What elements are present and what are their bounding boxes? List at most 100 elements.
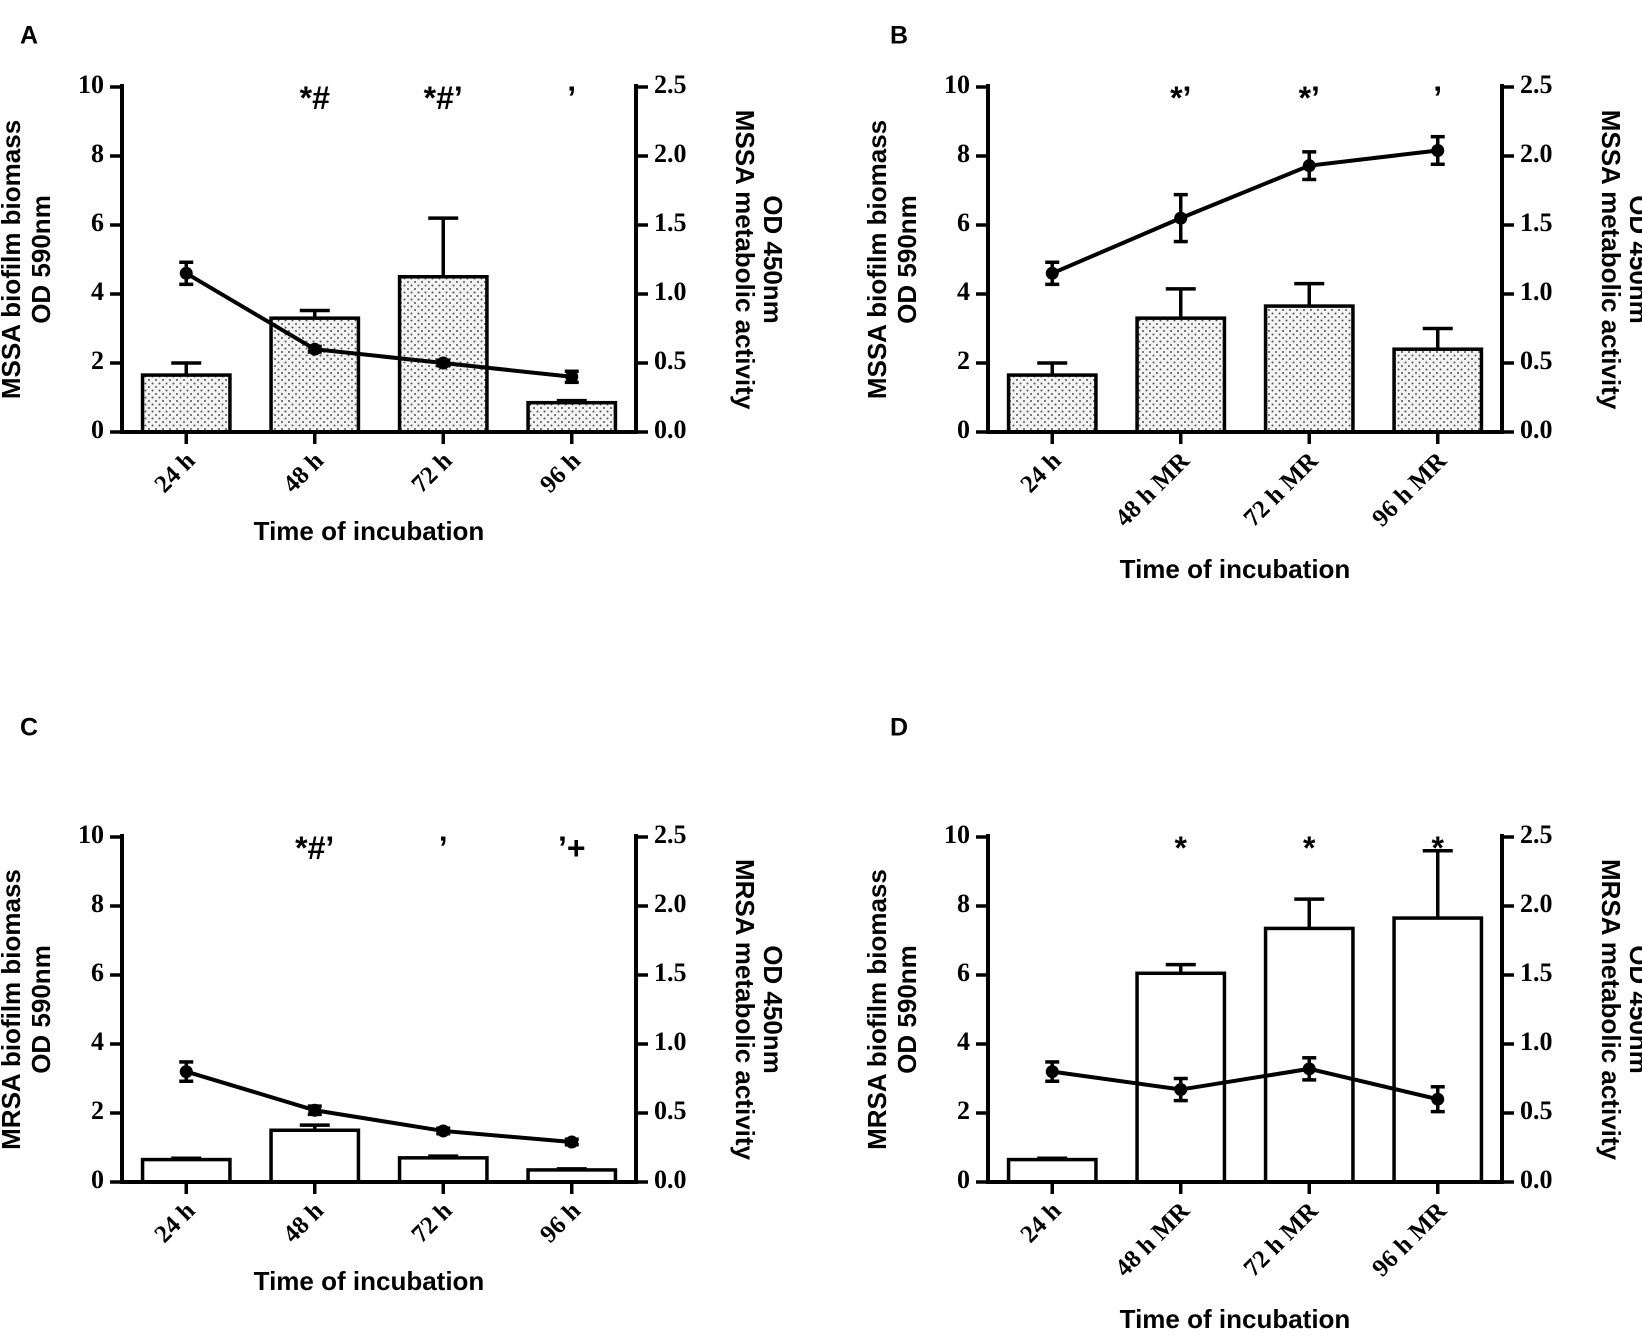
line-point [565, 370, 579, 384]
y-tick-label: 10 [944, 820, 970, 849]
y-tick-label: 6 [91, 958, 104, 987]
significance-mark: *#’ [295, 830, 334, 866]
y2-tick-label: 1.0 [1520, 1027, 1553, 1056]
x-tick-label: 72 h MR [1239, 1197, 1325, 1283]
y-axis-title: MRSA biofilm biomass [0, 869, 26, 1150]
bar [1006, 1157, 1098, 1184]
y2-tick-label: 2.0 [654, 139, 687, 168]
significance-mark: * [1175, 830, 1188, 866]
y-axis-title: OD 590nm [26, 195, 56, 324]
y2-tick-label: 0.0 [1520, 1165, 1553, 1194]
y2-axis-title: OD 450nm [758, 195, 788, 324]
y2-axis-title: OD 450nm [1624, 195, 1642, 324]
bar [397, 1156, 489, 1184]
y2-tick-label: 1.5 [1520, 958, 1553, 987]
significance-mark: ’ [567, 80, 576, 116]
y2-tick-label: 0.5 [654, 346, 687, 375]
x-tick-label: 96 h [535, 447, 586, 498]
line-point [179, 1065, 193, 1079]
y2-tick-label: 2.5 [654, 820, 687, 849]
y2-axis-title: MSSA metabolic activity [730, 110, 760, 410]
x-tick-label: 24 h [150, 447, 201, 498]
y-tick-label: 2 [91, 346, 104, 375]
x-tick-label: 48 h MR [1110, 447, 1196, 533]
bar [269, 316, 361, 434]
line-series [1051, 1066, 1439, 1102]
x-tick-label: 48 h [278, 1197, 329, 1248]
significance-mark: ’ [1433, 80, 1442, 116]
significance-mark: *#’ [424, 80, 463, 116]
chart-panel-a: A 0 2 4 6 8 10 0.0 0.5 1.0 1.5 2.0 2.5 24 h 48 h 72 h 96… [0, 22, 788, 546]
y2-tick-label: 1.0 [654, 1027, 687, 1056]
x-tick-label: 48 h [278, 447, 329, 498]
y2-axis-title: MSSA metabolic activity [1596, 110, 1626, 410]
y-tick-label: 0 [91, 1165, 104, 1194]
line-point [565, 1135, 579, 1149]
y-tick-label: 2 [91, 1096, 104, 1125]
y-tick-label: 8 [91, 889, 104, 918]
chart-panel-d: D 0 2 4 6 8 10 0.0 0.5 1.0 1.5 2.0 2.5 24 h 48 h MR 72 … [862, 714, 1642, 1334]
y-tick-label: 8 [957, 139, 970, 168]
line-point [308, 1103, 322, 1117]
y2-tick-label: 2.0 [654, 889, 687, 918]
y2-tick-label: 2.5 [1520, 820, 1553, 849]
y-tick-label: 2 [957, 1096, 970, 1125]
y2-tick-label: 0.0 [1520, 415, 1553, 444]
significance-mark: * [1303, 830, 1316, 866]
y-tick-label: 4 [957, 277, 970, 306]
x-tick-label: 72 h [407, 1197, 458, 1248]
y-tick-label: 4 [957, 1027, 970, 1056]
x-axis-title: Time of incubation [254, 516, 485, 546]
significance-mark: * [1432, 830, 1445, 866]
bar [269, 1128, 361, 1184]
x-tick-label: 24 h [150, 1197, 201, 1248]
y-tick-label: 8 [91, 139, 104, 168]
x-tick-label: 24 h [1016, 1197, 1067, 1248]
line-series [185, 1069, 572, 1144]
y2-tick-label: 0.5 [654, 1096, 687, 1125]
chart-panel-b: B 0 2 4 6 8 10 0.0 0.5 1.0 1.5 2.0 2.5 24 h 48 h MR 72 … [862, 22, 1642, 584]
panel-letter: A [20, 22, 38, 50]
y-tick-label: 0 [957, 415, 970, 444]
line-series [185, 271, 572, 379]
line-point [1045, 1065, 1059, 1079]
line-point [436, 1124, 450, 1138]
bar [1006, 373, 1098, 434]
bar [1263, 304, 1355, 434]
y-tick-label: 10 [944, 70, 970, 99]
y-axis-title: OD 590nm [892, 195, 922, 324]
x-tick-label: 72 h [407, 447, 458, 498]
y2-tick-label: 1.0 [1520, 277, 1553, 306]
y-tick-label: 0 [91, 415, 104, 444]
significance-mark: ’+ [558, 830, 586, 866]
y-tick-label: 4 [91, 1027, 104, 1056]
y-axis-title: MRSA biofilm biomass [862, 869, 892, 1150]
bar [1392, 916, 1484, 1184]
significance-mark: *’ [1170, 80, 1191, 116]
y2-tick-label: 1.5 [654, 958, 687, 987]
line-point [436, 356, 450, 370]
y2-tick-label: 1.5 [654, 208, 687, 237]
line-series [1051, 148, 1438, 276]
y2-tick-label: 0.5 [1520, 1096, 1553, 1125]
y-tick-label: 6 [91, 208, 104, 237]
panel-letter: C [20, 714, 38, 742]
bar [1263, 926, 1355, 1184]
bar [140, 373, 232, 434]
y2-axis-title: OD 450nm [758, 945, 788, 1074]
bar [397, 275, 489, 434]
y2-tick-label: 2.0 [1520, 139, 1553, 168]
significance-mark: *’ [1299, 80, 1320, 116]
y-axis-title: OD 590nm [892, 945, 922, 1074]
y2-tick-label: 2.5 [654, 70, 687, 99]
panel-letter: B [890, 22, 908, 50]
x-tick-label: 96 h MR [1367, 447, 1453, 533]
line-point [1302, 159, 1316, 173]
panel-letter: D [890, 714, 908, 742]
x-tick-label: 24 h [1016, 447, 1067, 498]
chart-panel-c: C 0 2 4 6 8 10 0.0 0.5 1.0 1.5 2.0 2.5 24 h 48 h 72 h 96… [0, 714, 788, 1296]
line-point [1174, 1083, 1188, 1097]
bar [140, 1157, 232, 1184]
y2-tick-label: 1.5 [1520, 208, 1553, 237]
y2-tick-label: 0.0 [654, 415, 687, 444]
